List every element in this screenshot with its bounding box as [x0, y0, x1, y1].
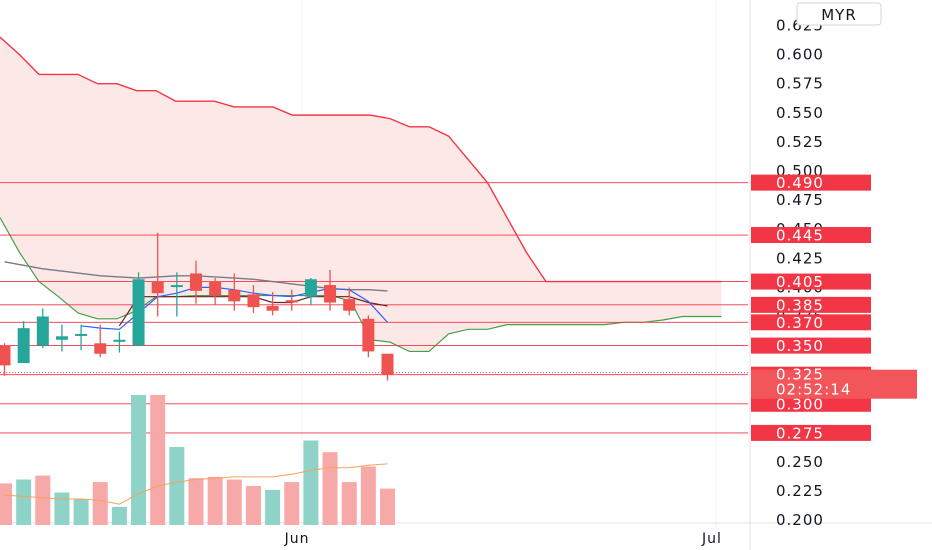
candle-body: [113, 339, 126, 342]
candle-body: [170, 285, 183, 288]
volume-bar: [341, 482, 357, 525]
currency-badge-frame: [796, 2, 882, 26]
volume-bars: [0, 395, 395, 525]
volume-bar: [0, 483, 12, 525]
candle-body: [132, 279, 145, 346]
volume-bar: [380, 488, 395, 525]
candles: [0, 232, 394, 381]
volume-ma-line: [4, 463, 388, 505]
candle-body: [381, 353, 394, 375]
price-level-badge: [751, 273, 871, 290]
price-level-label: 0.385: [776, 296, 824, 314]
price-level-badge: [751, 337, 871, 354]
price-level-label: 0.490: [776, 174, 824, 192]
price-tick-label: 0.575: [776, 75, 824, 93]
price-level-badge: [751, 314, 871, 331]
price-level-badge: [751, 174, 871, 191]
volume-bar: [111, 506, 127, 525]
price-tick-label: 0.525: [776, 133, 824, 151]
price-tick-label: 0.600: [776, 46, 824, 64]
volume-bar: [245, 486, 261, 525]
price-tick-label: 0.425: [776, 249, 824, 267]
volume-bar: [169, 447, 185, 525]
price-tick-label: 0.475: [776, 191, 824, 209]
volume-bar: [188, 478, 204, 525]
currency-badge[interactable]: MYR: [796, 2, 882, 26]
countdown-label: 02:52:14: [776, 381, 851, 399]
price-tick-label: 0.550: [776, 104, 824, 122]
volume-bar: [73, 499, 89, 525]
volume-bar: [226, 479, 242, 525]
candle-body: [247, 294, 260, 308]
candle-body: [190, 273, 202, 291]
volume-bar: [16, 479, 32, 525]
candle-body: [209, 281, 222, 296]
volume-bar: [303, 440, 319, 525]
candle-body: [17, 328, 30, 364]
volume-bar: [265, 489, 281, 525]
time-axis[interactable]: Jun Jul: [284, 531, 722, 547]
candle-body: [0, 345, 11, 366]
candle-body: [36, 316, 49, 346]
time-tick-label: Jul: [701, 531, 722, 547]
candle-body: [228, 289, 241, 302]
price-level-lines: [0, 182, 748, 434]
candle-body: [94, 343, 107, 354]
candle-body: [304, 279, 317, 297]
volume-bar: [360, 466, 376, 525]
volume-bar: [207, 476, 223, 525]
volume-bar: [322, 452, 338, 525]
price-level-label: 0.405: [776, 273, 824, 291]
price-tick-label: 0.200: [776, 511, 824, 529]
price-level-badge: [751, 424, 871, 441]
price-level-label: 0.445: [776, 227, 824, 245]
volume-bar: [150, 395, 166, 525]
price-level-badge: [751, 395, 871, 412]
green-line: [0, 217, 722, 353]
price-level-label: 0.275: [776, 424, 824, 442]
price-level-label: 0.370: [776, 314, 824, 332]
volume-bar: [284, 482, 300, 525]
price-tick-label: 0.250: [776, 453, 824, 471]
candle-body: [75, 333, 88, 336]
last-price-badge: [751, 369, 917, 399]
price-tick-label: 0.225: [776, 482, 824, 500]
candle-body: [285, 300, 298, 303]
volume-bar: [92, 482, 108, 525]
price-level-label: 0.300: [776, 395, 824, 413]
candle-body: [55, 336, 68, 340]
cloud-fill: [0, 37, 722, 352]
time-tick-label: Jun: [284, 531, 310, 547]
price-level-badge: [751, 296, 871, 313]
candle-body: [324, 285, 337, 303]
candle-body: [151, 281, 164, 294]
currency-label: MYR: [821, 6, 857, 24]
candle-body: [343, 299, 356, 311]
volume-bar: [35, 475, 51, 525]
candle-body: [266, 306, 279, 311]
price-level-label: 0.350: [776, 337, 824, 355]
candle-body: [362, 318, 375, 352]
last-price-label: 0.325: [776, 366, 824, 384]
price-level-badge: [751, 227, 871, 244]
volume-bar: [54, 492, 70, 525]
volume-bar: [131, 395, 147, 525]
